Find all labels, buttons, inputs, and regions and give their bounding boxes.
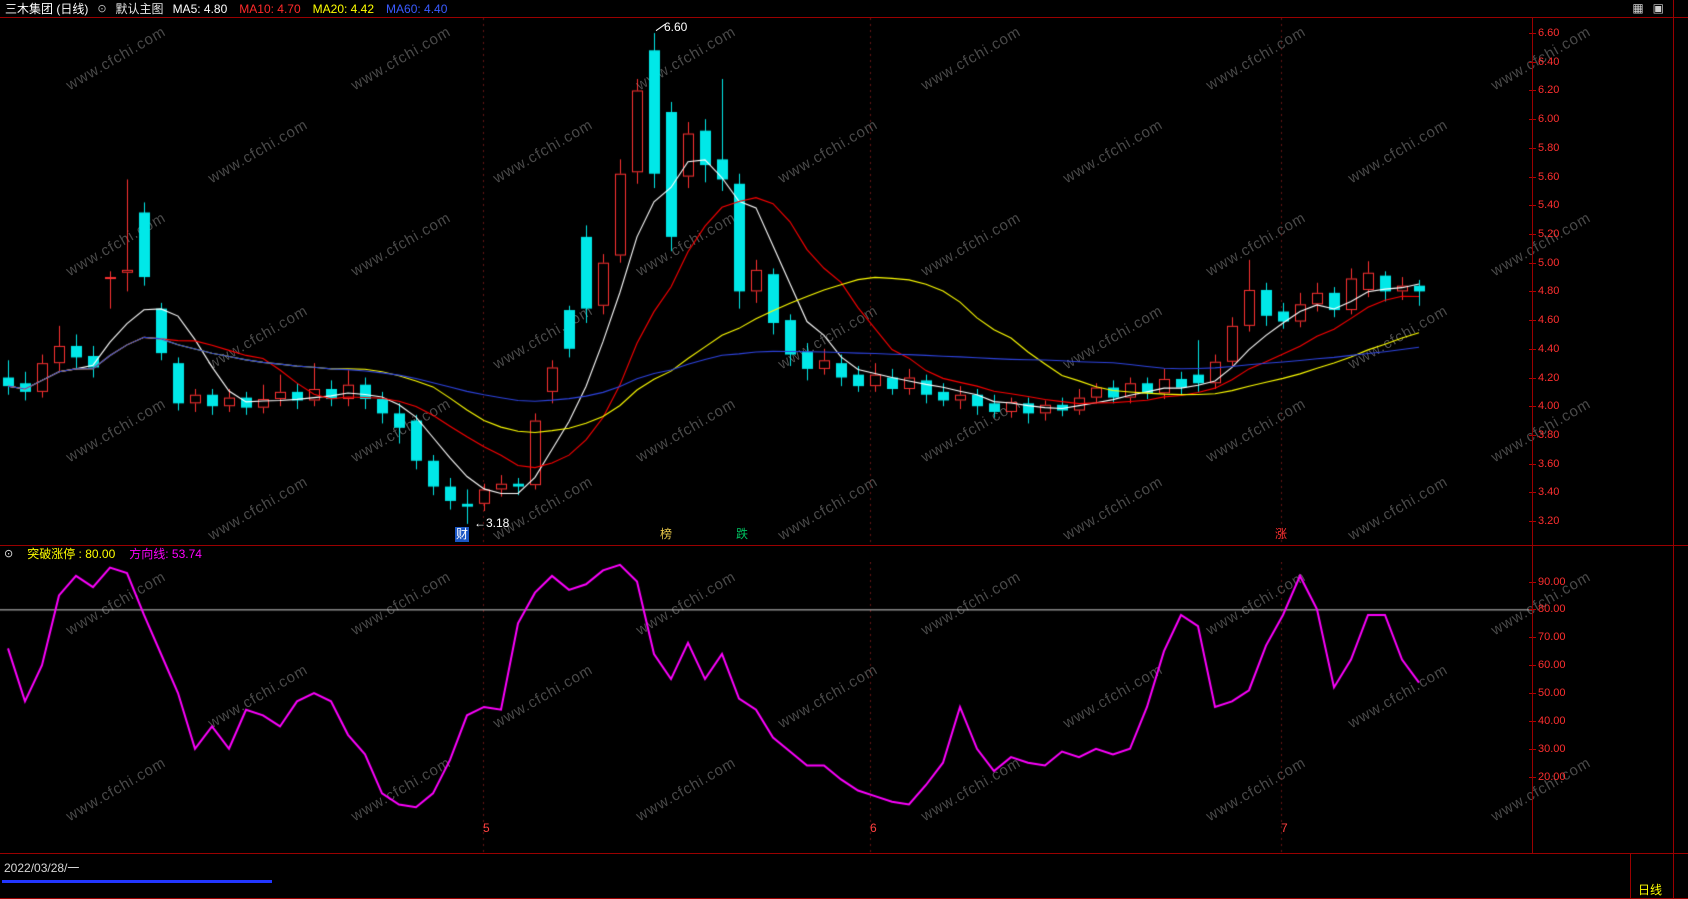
price-axis-label: 6.60	[1538, 27, 1560, 40]
indicator-axis-label: 70.00	[1538, 631, 1566, 644]
price-axis-label: 4.40	[1538, 342, 1560, 355]
window-controls: ▦ ▣	[1632, 1, 1664, 15]
ma-legend: MA5: 4.80 MA10: 4.70 MA20: 4.42 MA60: 4.40	[173, 2, 448, 16]
price-axis-label: 4.00	[1538, 400, 1560, 413]
indicator-chart-canvas[interactable]	[0, 562, 1532, 853]
period-label[interactable]: 日线	[1638, 883, 1663, 897]
panel-grid-icon[interactable]: ▦	[1632, 1, 1644, 15]
indicator-header: ⊙ 突破涨停 : 80.00 方向线: 53.74	[0, 546, 202, 561]
price-axis-label: 3.20	[1538, 515, 1560, 528]
indicator-axis-label: 20.00	[1538, 770, 1566, 783]
price-axis-label: 6.00	[1538, 113, 1560, 126]
divider-indicator-footer	[0, 853, 1688, 854]
low-price-annotation: ←3.18	[474, 515, 510, 530]
price-axis-label: 5.00	[1538, 256, 1560, 269]
price-axis-label: 5.20	[1538, 227, 1560, 240]
price-axis-label: 3.40	[1538, 486, 1560, 499]
divider-header	[0, 17, 1688, 18]
price-axis-label: 3.60	[1538, 457, 1560, 470]
kline-chart-canvas[interactable]	[0, 18, 1532, 545]
ma-label-2: MA20: 4.42	[312, 1, 375, 16]
indicator-axis-label: 40.00	[1538, 714, 1566, 727]
price-axis-label: 3.80	[1538, 428, 1560, 441]
indicator-axis-label: 50.00	[1538, 687, 1566, 699]
signal-marker: 跌	[736, 527, 749, 541]
ma-label-3: MA60: 4.40	[386, 1, 448, 16]
indicator-axis-label: 30.00	[1538, 742, 1566, 755]
indicator-axis-label: 60.00	[1538, 659, 1566, 672]
price-axis-line	[1532, 17, 1533, 854]
month-tick-label: 6	[870, 821, 877, 835]
signal-marker: 财	[455, 527, 470, 542]
high-price-annotation: 6.60	[664, 20, 688, 35]
indicator-direction-value: 方向线: 53.74	[129, 547, 202, 561]
footer-divider	[1630, 854, 1631, 899]
signal-marker: 涨	[1275, 527, 1288, 541]
indicator-axis-label: 90.00	[1538, 575, 1566, 588]
panel-layout-icon[interactable]: ▣	[1652, 1, 1664, 15]
stock-title: 三木集团 (日线)	[5, 2, 89, 16]
price-axis-label: 5.80	[1538, 141, 1560, 154]
price-axis-label: 6.40	[1538, 55, 1560, 68]
ma-label-0: MA5: 4.80	[172, 1, 228, 16]
indicator-axis-label: 80.00	[1538, 603, 1566, 616]
price-axis-label: 5.60	[1538, 170, 1560, 183]
month-tick-label: 7	[1281, 821, 1288, 835]
date-label: 2022/03/28/一	[4, 861, 80, 875]
divider-main-indicator	[0, 545, 1688, 546]
preset-icon: ⊙	[97, 3, 107, 15]
price-axis-label: 4.80	[1538, 285, 1560, 298]
price-axis-label: 4.20	[1538, 371, 1560, 384]
month-tick-label: 5	[483, 821, 490, 835]
header-bar: 三木集团 (日线) ⊙ 默认主图 MA5: 4.80 MA10: 4.70 MA20…	[0, 0, 1688, 17]
scrollbar-thumb[interactable]	[2, 880, 272, 883]
right-edge-line	[1673, 0, 1674, 899]
indicator-icon: ⊙	[4, 548, 14, 560]
price-axis-label: 5.40	[1538, 199, 1560, 212]
indicator-title: 突破涨停 : 80.00	[27, 547, 116, 561]
ma-label-1: MA10: 4.70	[239, 1, 301, 16]
signal-marker: 榜	[660, 527, 673, 541]
price-axis-label: 4.60	[1538, 314, 1560, 327]
price-axis-label: 6.20	[1538, 84, 1560, 97]
preset-label[interactable]: 默认主图	[115, 2, 164, 16]
